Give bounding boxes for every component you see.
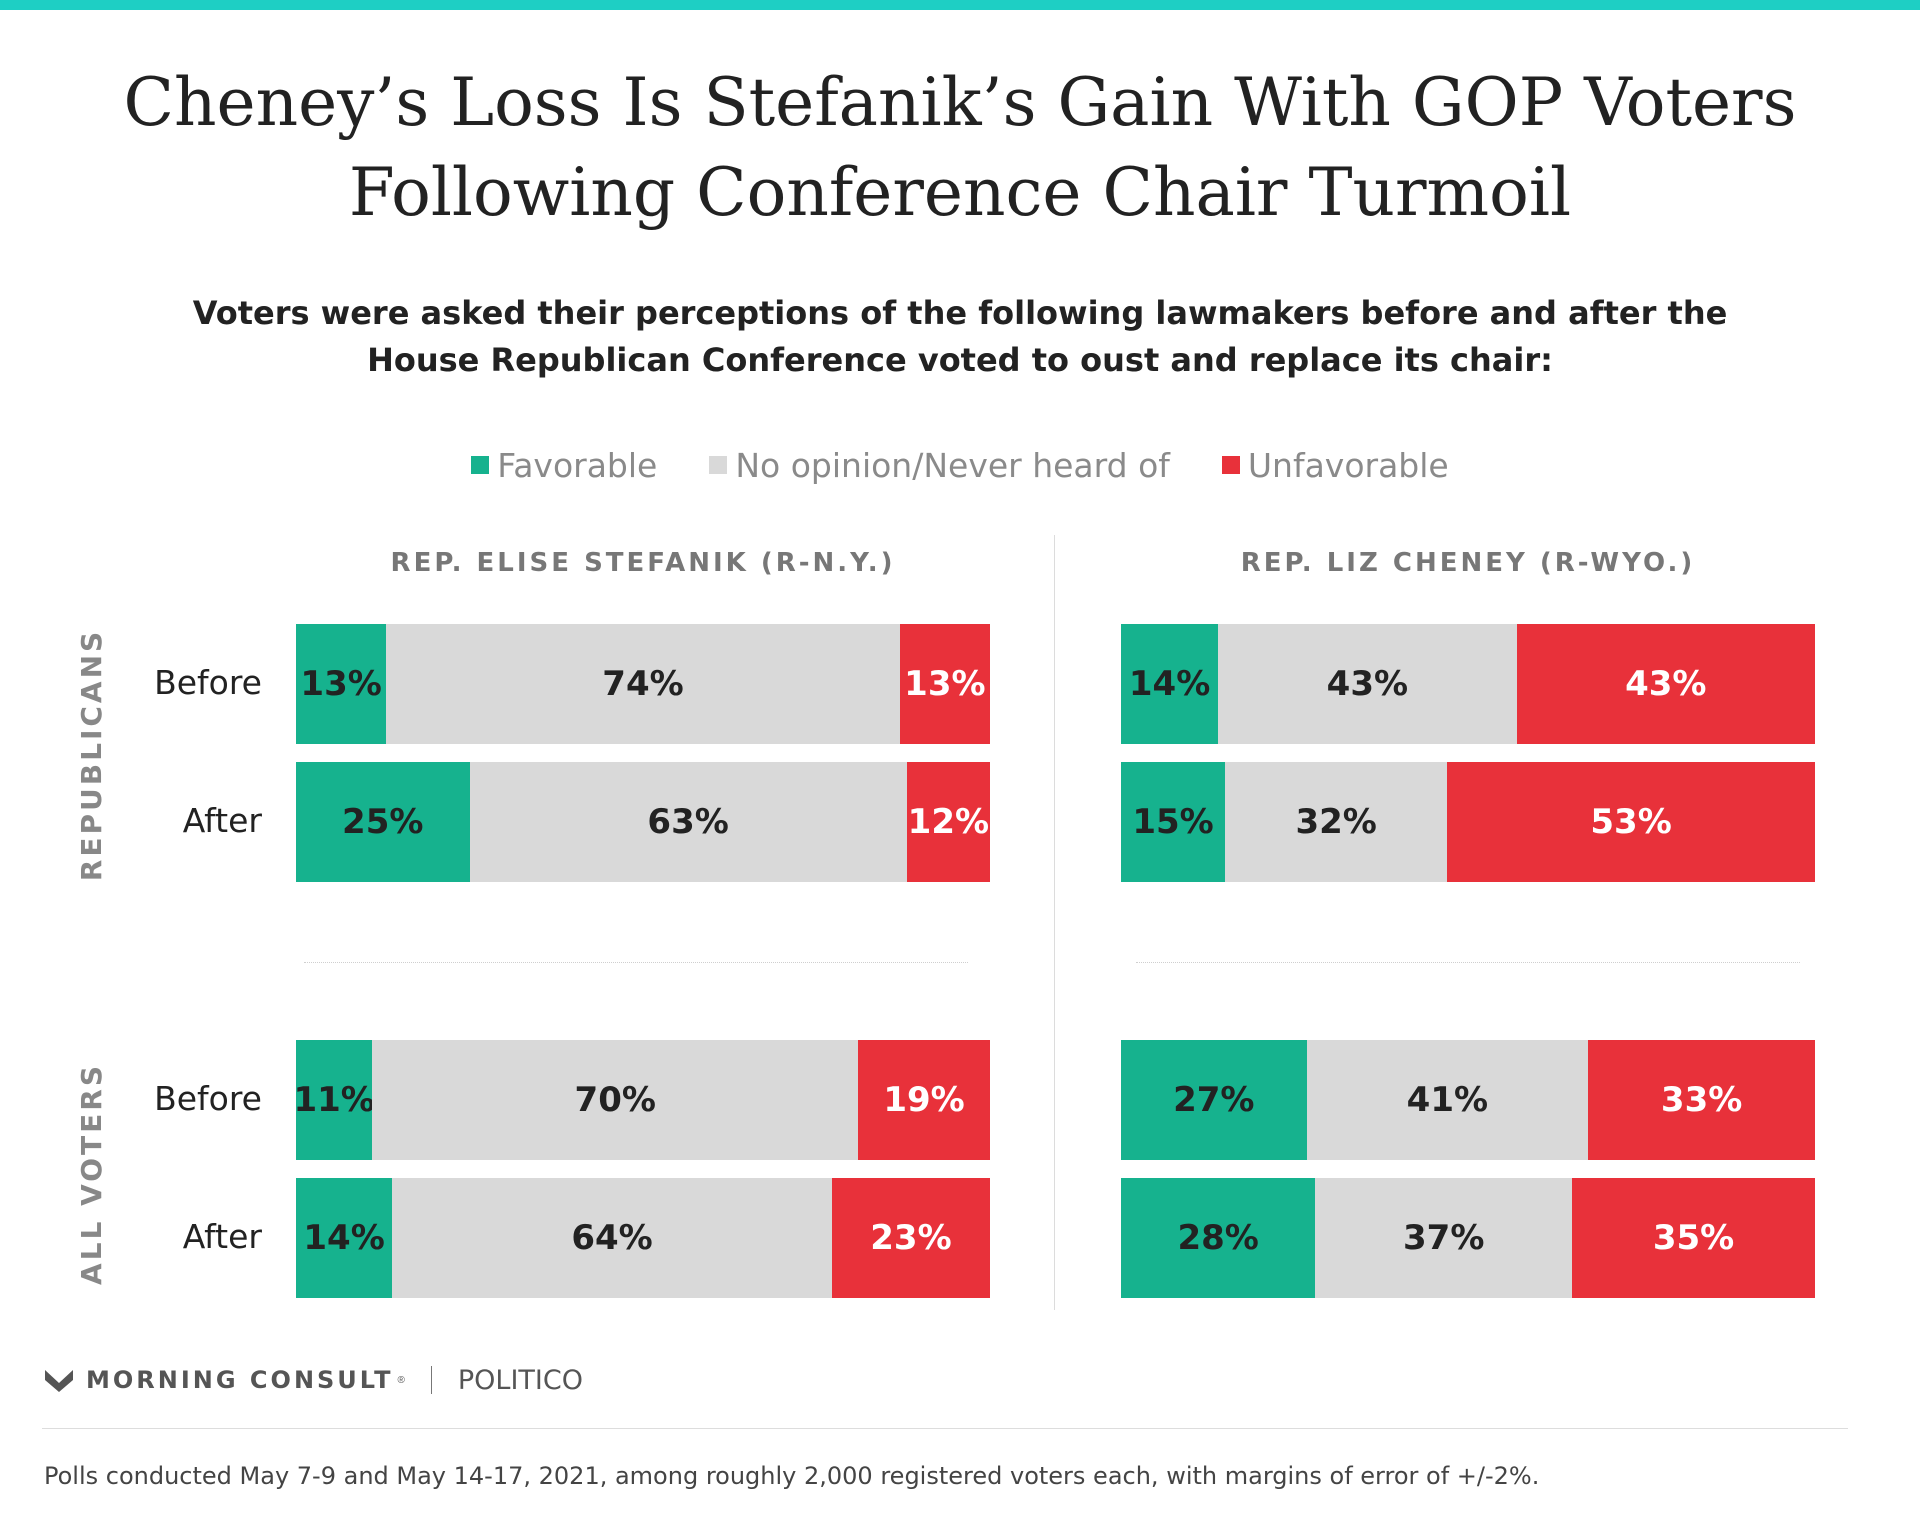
bar-segment-favorable: 13% — [296, 624, 387, 744]
bar-stefanik-all-voters-after: 14% 64% 23% — [296, 1178, 990, 1298]
bar-cheney-republicans-before: 14% 43% 43% — [1121, 624, 1815, 744]
subtitle-line-1: Voters were asked their perceptions of t… — [192, 294, 1728, 332]
legend-item-no-opinion: No opinion/Never heard of — [709, 446, 1170, 485]
bar-cheney-republicans-after: 15% 32% 53% — [1121, 762, 1815, 882]
bar-stefanik-republicans-after: 25% 63% 12% — [296, 762, 990, 882]
group-divider-left — [304, 962, 968, 963]
row-label-republicans-before: Before — [154, 663, 262, 702]
bar-segment-no-opinion: 63% — [469, 762, 907, 882]
bar-segment-no-opinion: 74% — [386, 624, 900, 744]
data-label-favorable: 27% — [1173, 1080, 1255, 1120]
morning-consult-logo-icon — [45, 1370, 73, 1392]
legend-label-favorable: Favorable — [497, 445, 658, 485]
bar-segment-no-opinion: 43% — [1218, 624, 1517, 744]
data-label-no-opinion: 32% — [1295, 802, 1377, 842]
bar-segment-no-opinion: 70% — [372, 1040, 859, 1160]
footer-logos: MORNING CONSULT ® POLITICO — [44, 1362, 583, 1398]
methodology-note: Polls conducted May 7-9 and May 14-17, 2… — [44, 1462, 1540, 1490]
data-label-favorable: 14% — [303, 1218, 385, 1258]
data-label-unfavorable: 43% — [1625, 664, 1707, 704]
morning-consult-brand: MORNING CONSULT — [86, 1366, 394, 1394]
data-label-unfavorable: 53% — [1590, 802, 1672, 842]
subtitle-line-2: House Republican Conference voted to ous… — [367, 341, 1553, 379]
data-label-favorable: 25% — [342, 802, 424, 842]
bar-segment-favorable: 11% — [293, 1040, 375, 1160]
bar-segment-unfavorable: 12% — [906, 762, 990, 882]
data-label-unfavorable: 19% — [883, 1080, 965, 1120]
bar-segment-no-opinion: 32% — [1225, 762, 1448, 882]
data-label-favorable: 11% — [293, 1080, 375, 1120]
data-label-no-opinion: 41% — [1406, 1080, 1489, 1120]
panel-title-stefanik: REP. ELISE STEFANIK (R-N.Y.) — [390, 548, 896, 578]
bar-cheney-all-voters-before: 27% 41% 33% — [1121, 1040, 1815, 1160]
footer-rule — [42, 1428, 1848, 1429]
logo-separator — [430, 1366, 432, 1394]
data-label-favorable: 15% — [1132, 802, 1214, 842]
bar-stefanik-republicans-before: 13% 74% 13% — [296, 624, 990, 744]
panel-title-cheney: REP. LIZ CHENEY (R-WYO.) — [1240, 548, 1696, 578]
data-label-no-opinion: 43% — [1326, 664, 1409, 704]
bar-segment-unfavorable: 13% — [899, 624, 990, 744]
data-label-no-opinion: 74% — [602, 664, 684, 704]
legend: Favorable No opinion/Never heard of Unfa… — [0, 440, 1920, 490]
chart-title: Cheney’s Loss Is Stefanik’s Gain With GO… — [0, 58, 1920, 238]
bar-segment-favorable: 14% — [1121, 624, 1219, 744]
bar-segment-no-opinion: 64% — [392, 1178, 832, 1298]
legend-swatch-unfavorable — [1221, 456, 1240, 474]
politico-brand: POLITICO — [457, 1364, 583, 1396]
group-label-republicans: REPUBLICANS — [75, 628, 108, 882]
bar-segment-unfavorable: 43% — [1516, 624, 1815, 744]
data-label-no-opinion: 70% — [574, 1080, 656, 1120]
bar-segment-favorable: 15% — [1121, 762, 1226, 882]
bar-segment-no-opinion: 37% — [1315, 1178, 1573, 1298]
chart-subtitle: Voters were asked their perceptions of t… — [0, 290, 1920, 384]
bar-segment-favorable: 28% — [1121, 1178, 1316, 1298]
data-label-unfavorable: 23% — [870, 1218, 952, 1258]
bar-segment-unfavorable: 35% — [1572, 1178, 1815, 1298]
row-label-republicans-after: After — [182, 801, 262, 840]
data-label-unfavorable: 33% — [1660, 1080, 1743, 1120]
data-label-favorable: 13% — [300, 664, 382, 704]
trademark-mark: ® — [397, 1374, 405, 1386]
row-label-all-voters-before: Before — [154, 1079, 262, 1118]
data-label-favorable: 28% — [1177, 1218, 1259, 1258]
data-label-no-opinion: 37% — [1403, 1218, 1485, 1258]
legend-swatch-no-opinion — [709, 456, 728, 474]
bar-segment-favorable: 14% — [296, 1178, 393, 1298]
legend-label-unfavorable: Unfavorable — [1247, 445, 1449, 485]
bar-segment-unfavorable: 33% — [1588, 1040, 1815, 1160]
legend-swatch-favorable — [471, 456, 490, 474]
group-divider-right — [1136, 962, 1800, 963]
row-label-all-voters-after: After — [182, 1217, 262, 1256]
data-label-no-opinion: 64% — [571, 1218, 653, 1258]
title-line-1: Cheney’s Loss Is Stefanik’s Gain With GO… — [123, 64, 1797, 141]
bar-stefanik-all-voters-before: 11% 70% 19% — [293, 1040, 990, 1160]
data-label-unfavorable: 35% — [1652, 1218, 1735, 1258]
legend-label-no-opinion: No opinion/Never heard of — [735, 445, 1170, 485]
group-label-all-voters: ALL VOTERS — [75, 1062, 108, 1286]
bar-segment-favorable: 27% — [1121, 1040, 1307, 1160]
bar-cheney-all-voters-after: 28% 37% 35% — [1121, 1178, 1815, 1298]
title-line-2: Following Conference Chair Turmoil — [348, 154, 1572, 231]
data-label-unfavorable: 12% — [907, 802, 990, 842]
bar-segment-favorable: 25% — [296, 762, 470, 882]
bar-segment-no-opinion: 41% — [1306, 1040, 1589, 1160]
data-label-favorable: 14% — [1128, 664, 1211, 704]
data-label-unfavorable: 13% — [904, 664, 986, 704]
data-label-no-opinion: 63% — [647, 802, 729, 842]
bar-segment-unfavorable: 23% — [831, 1178, 990, 1298]
legend-item-unfavorable: Unfavorable — [1221, 445, 1449, 485]
panel-divider — [1054, 535, 1055, 1310]
bar-segment-unfavorable: 53% — [1447, 762, 1815, 882]
top-accent-bar — [0, 0, 1920, 10]
legend-item-favorable: Favorable — [471, 446, 657, 485]
bar-segment-unfavorable: 19% — [858, 1040, 990, 1160]
